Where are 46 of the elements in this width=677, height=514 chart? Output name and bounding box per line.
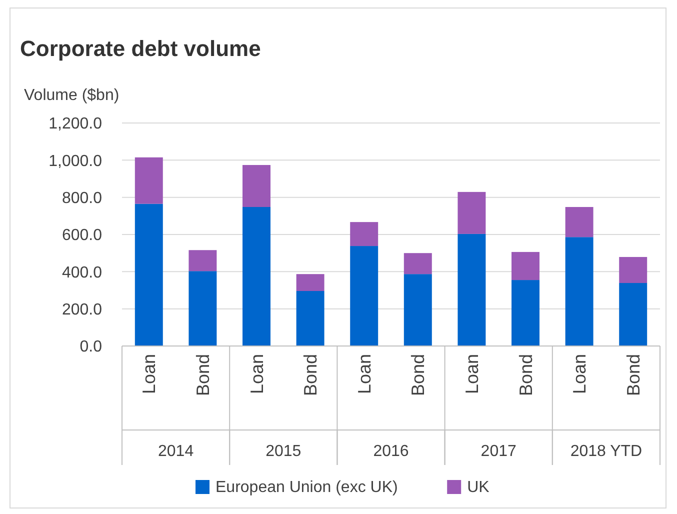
bar [404,274,432,346]
x-tick-label: Loan [354,354,374,394]
y-tick-label: 200.0 [62,301,102,318]
text: 2018 YTD [570,443,642,460]
y-tick-label: 1,200.0 [48,116,102,133]
x-tick-label: Loan [139,354,160,394]
y-tick-label: 1,000.0 [48,152,102,170]
legend-label: UK [467,479,490,496]
x-tick-label: Bond [193,354,213,396]
x-tick-label: Loan [246,354,267,394]
text: 2016 [373,443,409,460]
bar [458,234,486,346]
x-tick-label: Bond [623,354,644,396]
bar [242,206,270,346]
bar [134,204,163,346]
x-tick-label: Loan [462,354,482,394]
bar [188,271,217,346]
y-tick-label: 600.0 [62,227,102,244]
y-tick-label: 400.0 [62,264,102,282]
text: 2014 [158,443,194,460]
x-tick-label: Bond [516,354,536,396]
text: 2015 [266,443,302,460]
bar [188,250,217,272]
y-axis-title: Volume ($bn) [24,87,120,104]
x-tick-label: Bond [408,354,428,396]
bar [296,290,324,346]
x-tick-label: Bond [300,354,321,396]
bar [619,283,648,346]
bar [296,274,324,291]
bar [565,237,594,346]
text: 2017 [480,443,516,460]
bar [350,222,378,246]
y-tick-label: 800.0 [62,190,102,207]
bar [458,192,486,234]
bar [565,206,594,238]
bar [134,157,163,204]
bar [242,165,270,207]
bar [404,253,432,274]
chart-title: Corporate debt volume [20,36,261,61]
y-tick-label: 0.0 [80,338,102,356]
bar [512,252,540,280]
x-tick-label: Loan [570,354,590,394]
bar [619,256,648,284]
legend-label: European Union (exc UK) [216,479,398,496]
bar [350,246,378,346]
bar [512,280,540,346]
